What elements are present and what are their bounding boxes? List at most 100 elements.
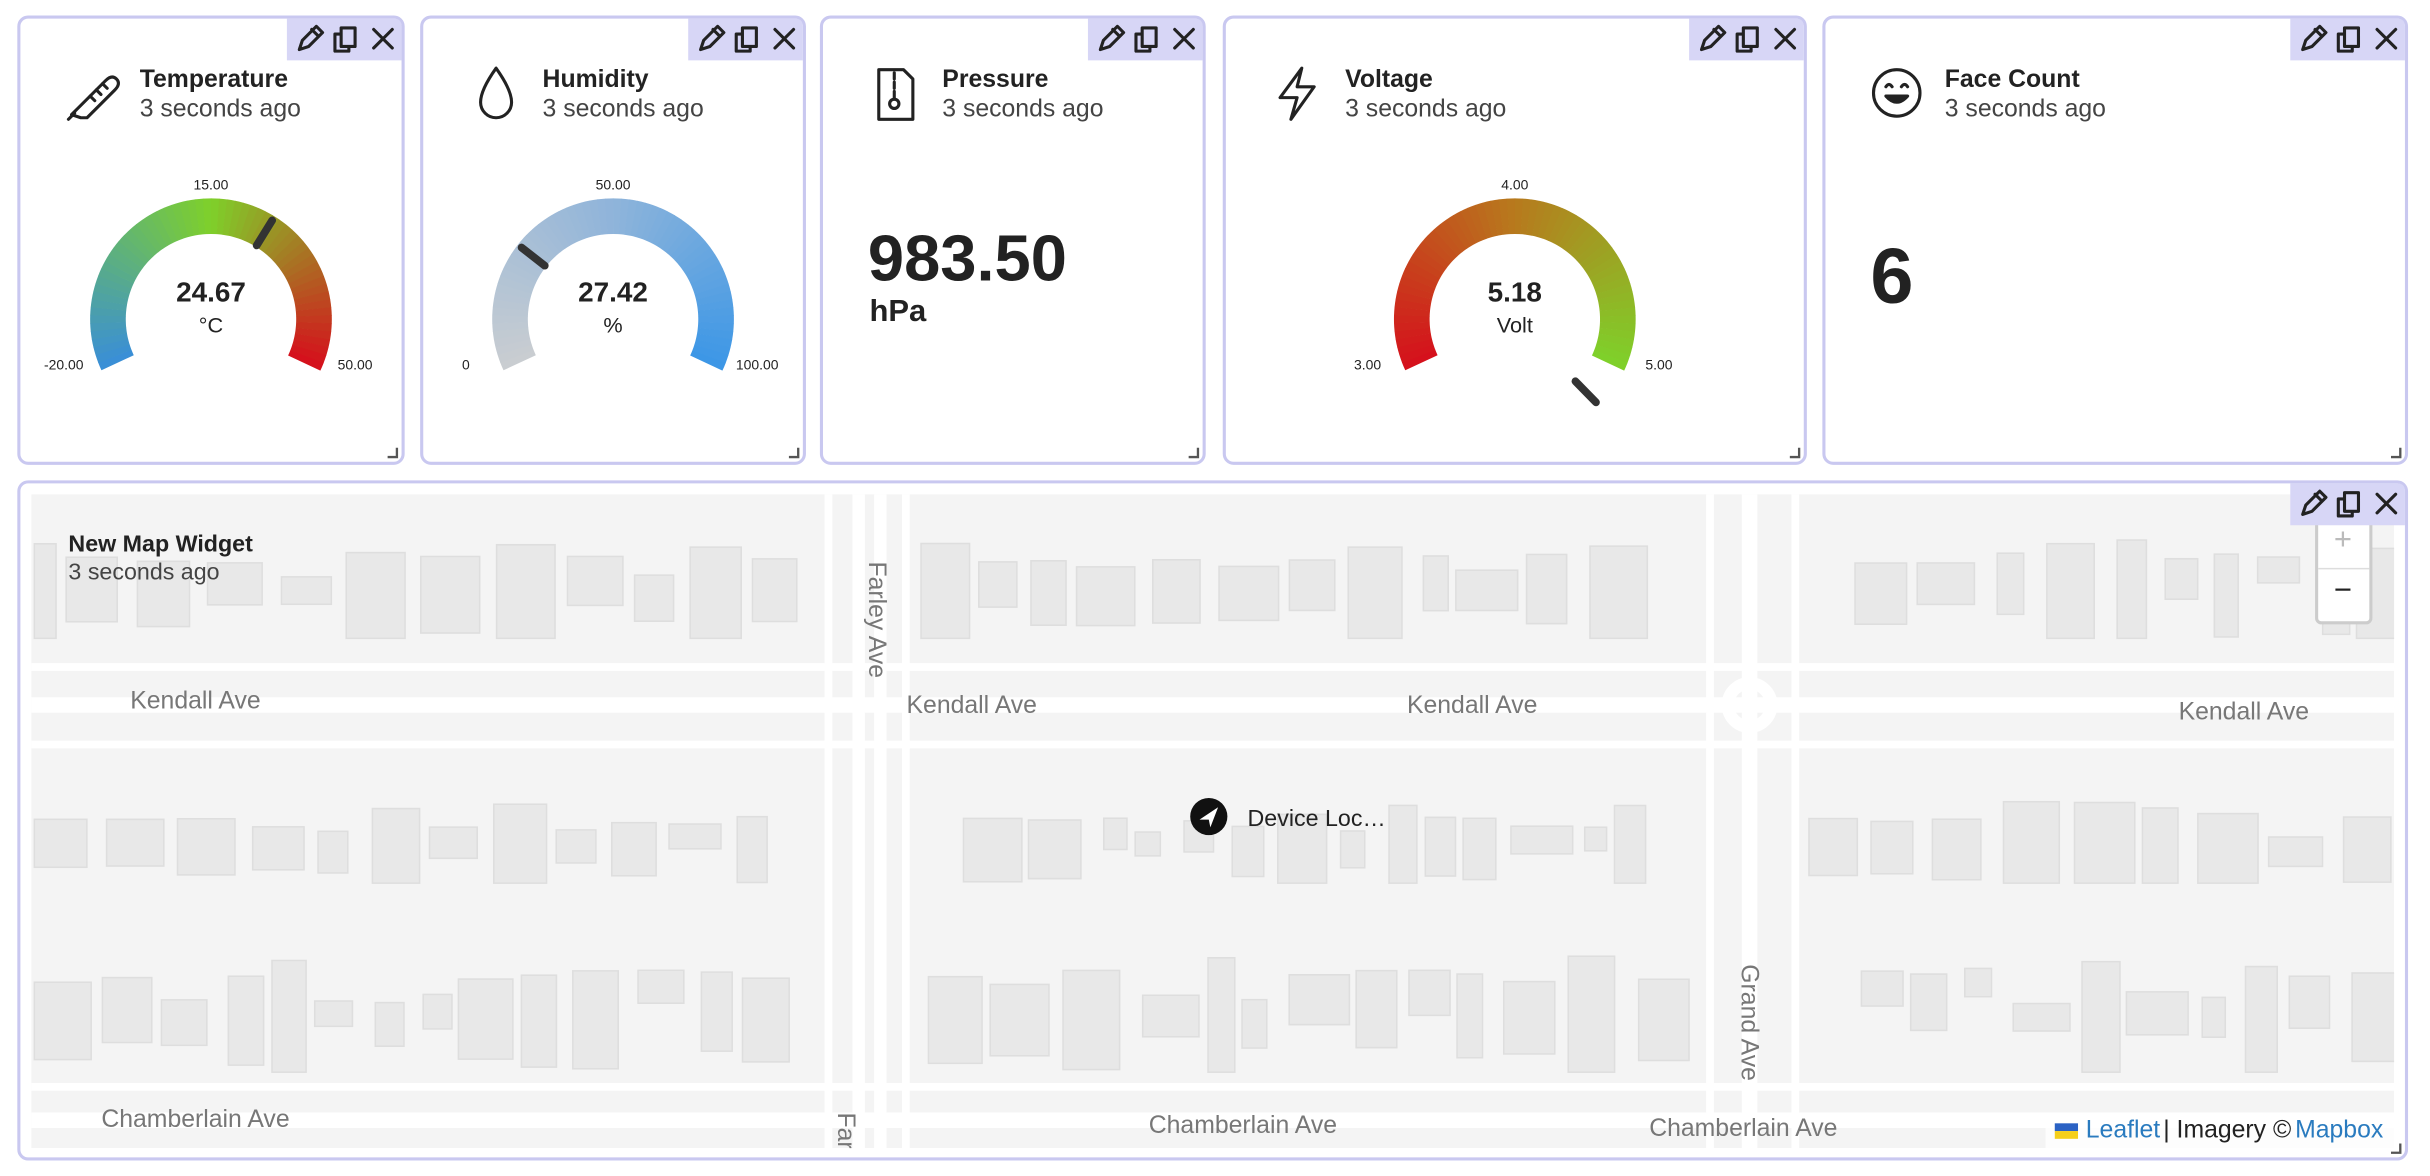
road: [852, 494, 865, 1149]
road: [31, 697, 2395, 713]
building: [136, 560, 191, 628]
gauge-arc: [1558, 215, 1584, 250]
zoom-in[interactable]: +: [2334, 521, 2352, 556]
gauge-arc: [259, 219, 287, 253]
gauge-arc: [698, 315, 734, 324]
roads: [31, 494, 2395, 1149]
gauge-arc: [1597, 333, 1634, 348]
widget-unit: hPa: [869, 293, 927, 328]
edit-button[interactable]: [1098, 24, 1126, 52]
gauge-arc: [507, 253, 542, 279]
close-button[interactable]: [1774, 27, 1797, 50]
close-button[interactable]: [773, 27, 796, 50]
gauge-arc: [288, 349, 324, 371]
copy-button[interactable]: [734, 26, 758, 53]
gauge-arc: [551, 211, 575, 246]
drop-icon: [479, 66, 514, 120]
building: [1860, 970, 1904, 1007]
close-button[interactable]: [372, 27, 394, 50]
edit-button[interactable]: [2301, 489, 2328, 516]
building: [572, 970, 619, 1070]
building: [33, 818, 88, 869]
thermometer-icon: [66, 75, 120, 121]
gauge-arc: [90, 314, 126, 324]
gauge-arc: [1542, 205, 1563, 241]
gauge-arc: [171, 202, 189, 239]
road: [902, 494, 910, 1149]
gauge-arc: [495, 338, 532, 356]
gauge-arc: [674, 235, 706, 265]
building: [1870, 820, 1914, 875]
gauge-arc: [233, 202, 252, 239]
gauge-arc: [293, 291, 331, 306]
building: [251, 826, 305, 871]
zoom-out[interactable]: −: [2334, 572, 2352, 607]
building: [962, 817, 1023, 883]
gauge-arc: [285, 261, 321, 284]
gauge-arc: [1597, 291, 1635, 306]
building: [1931, 818, 1982, 881]
copy-button[interactable]: [1735, 26, 1759, 53]
gauge-arc: [1531, 200, 1548, 238]
street-label: Chamberlain Ave: [101, 1106, 289, 1133]
gauge-arc: [1563, 219, 1591, 253]
gauge-arc: [646, 207, 668, 244]
marker[interactable]: Device Loc…: [1190, 797, 1386, 836]
copy-button[interactable]: [333, 26, 357, 53]
building: [313, 1000, 354, 1028]
gauge-arc: [695, 291, 733, 306]
marker-label[interactable]: Device Loc…: [1248, 805, 1386, 831]
close-button[interactable]: [2375, 492, 2398, 515]
widget-value: 6: [1870, 233, 1913, 319]
gauge-arc: [1596, 283, 1633, 300]
gauge-max: 100.00: [736, 356, 779, 372]
gauge-arc: [179, 200, 195, 237]
building: [1456, 973, 1484, 1059]
edit-button[interactable]: [699, 24, 726, 52]
building: [637, 969, 685, 1004]
gauge-mid: 50.00: [596, 177, 631, 193]
gauge-arc: [1537, 202, 1555, 239]
gauge-arc: [692, 275, 729, 295]
building: [101, 976, 153, 1044]
building: [2012, 1002, 2071, 1032]
gauge-arc: [492, 298, 530, 311]
gauge-arc: [1405, 260, 1441, 284]
close-button[interactable]: [2375, 27, 2398, 50]
widget-title: Pressure: [942, 66, 1048, 93]
attribution-link[interactable]: Leaflet: [2086, 1117, 2161, 1144]
copy-button[interactable]: [1134, 26, 1158, 53]
building: [317, 830, 349, 874]
buildings: [33, 539, 2395, 1073]
building: [1103, 817, 1128, 851]
widget: Humidity 3 seconds ago 27.42% 0 50.00 100.00: [420, 15, 806, 465]
building: [2164, 557, 2199, 601]
gauge-arc: [538, 219, 566, 253]
gauge-arc: [618, 198, 630, 235]
gauge-arc: [1599, 315, 1636, 324]
gauge-arc: [1422, 234, 1454, 265]
road: [1791, 494, 1800, 1149]
gauge-needle: [252, 216, 277, 250]
gauge-arc: [1490, 199, 1504, 236]
gauge-arc: [279, 247, 314, 274]
copy-button[interactable]: [2336, 26, 2361, 53]
close-button[interactable]: [1173, 27, 1195, 50]
road: [874, 494, 887, 1149]
gauge-arc: [90, 321, 127, 332]
attribution-link[interactable]: Mapbox: [2295, 1117, 2384, 1144]
edit-button[interactable]: [297, 24, 325, 52]
building: [2351, 972, 2395, 1063]
gauge-arc: [249, 211, 273, 247]
building: [1525, 553, 1568, 625]
gauge-arc: [624, 199, 638, 236]
gauge-arc: [202, 198, 212, 235]
building: [1510, 825, 1574, 855]
edit-button[interactable]: [2301, 24, 2328, 52]
gauge-arc: [91, 290, 129, 306]
copy-button[interactable]: [2336, 491, 2361, 518]
gauge-value: 5.18: [1488, 277, 1542, 308]
gauge-arc: [295, 322, 332, 332]
edit-button[interactable]: [1699, 24, 1727, 52]
